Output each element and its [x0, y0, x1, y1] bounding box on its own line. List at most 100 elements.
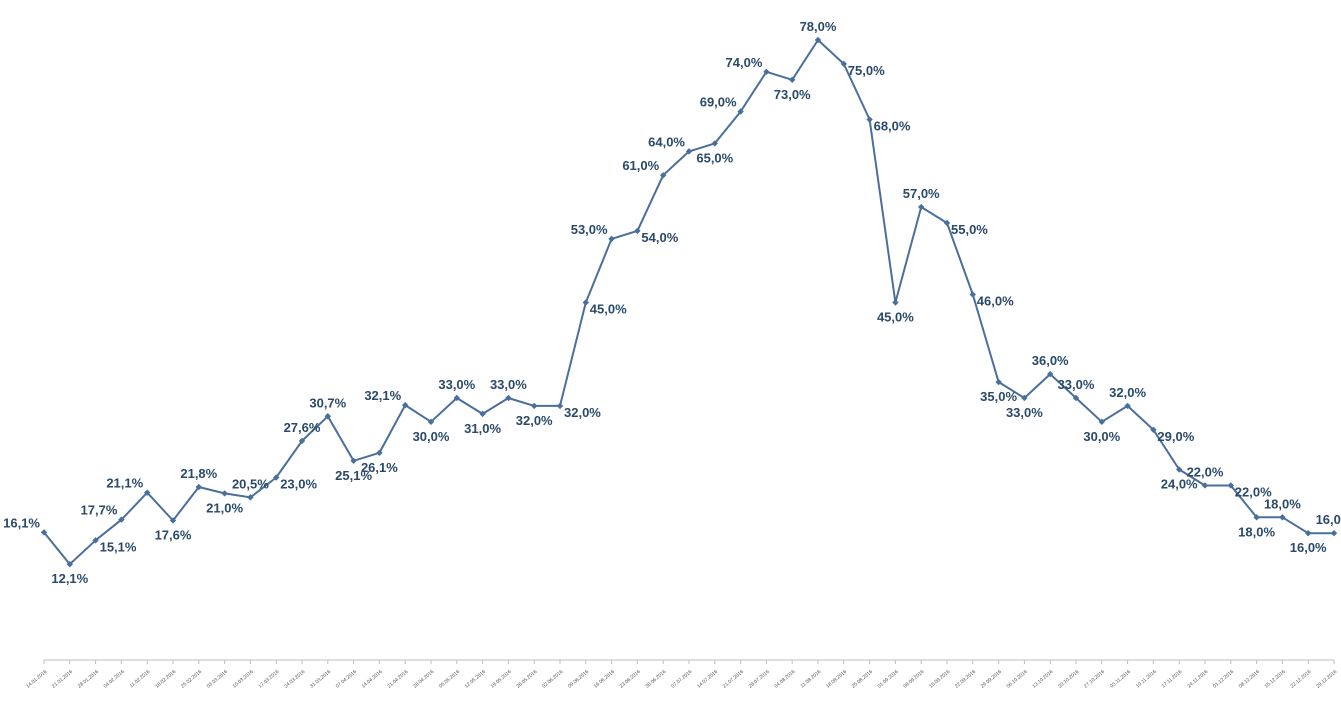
x-tick-label: 03.03.2016 — [206, 669, 229, 690]
data-label: 31,0% — [464, 421, 501, 436]
data-point — [1305, 529, 1312, 537]
x-tick-label: 21.01.2016 — [51, 669, 74, 690]
data-point — [1098, 418, 1105, 426]
data-point — [608, 235, 615, 243]
data-label: 20,5% — [232, 476, 269, 491]
data-point — [427, 418, 435, 426]
data-point — [221, 490, 228, 497]
x-tick-label: 17.11.2016 — [1161, 669, 1184, 690]
data-point — [479, 410, 486, 418]
data-label: 18,0% — [1238, 524, 1275, 539]
x-tick-label: 07.04.2016 — [335, 669, 358, 690]
data-point — [969, 291, 976, 298]
data-point — [1253, 514, 1260, 521]
data-label: 32,0% — [1109, 385, 1146, 400]
data-label: 30,7% — [309, 395, 346, 410]
data-label: 32,0% — [564, 405, 601, 420]
data-point — [273, 474, 280, 481]
data-label: 21,1% — [106, 476, 143, 491]
data-point — [402, 401, 409, 409]
x-tick-label: 11.02.2016 — [129, 669, 152, 690]
data-point — [892, 299, 899, 306]
data-point — [376, 449, 383, 457]
x-tick-label: 26.05.2016 — [515, 669, 538, 690]
data-label: 22,0% — [1235, 485, 1272, 500]
x-tick-label: 23.06.2016 — [619, 669, 642, 690]
x-tick-label: 10.03.2016 — [232, 669, 255, 690]
data-point — [144, 489, 151, 496]
x-tick-label: 22.09.2016 — [954, 669, 977, 690]
x-tick-labels: 14.01.2016 21.01.2016 28.01.2016 04.02.2016… — [25, 669, 1338, 690]
x-tick-label: 03.11.2016 — [1109, 669, 1132, 690]
x-tick-label: 05.05.2016 — [438, 669, 461, 690]
x-tick-label: 16.06.2016 — [593, 669, 616, 690]
data-label: 64,0% — [648, 134, 685, 149]
data-label: 24,0% — [1161, 477, 1198, 492]
data-label: 73,0% — [774, 87, 811, 102]
data-point — [1201, 482, 1209, 489]
x-tick-label: 21.04.2016 — [386, 669, 409, 690]
data-point — [92, 537, 99, 544]
x-tick-label: 28.04.2016 — [412, 669, 435, 690]
data-point — [1021, 394, 1028, 402]
data-label: 18,0% — [1264, 496, 1301, 511]
data-point — [1150, 426, 1157, 433]
data-label: 21,8% — [180, 466, 217, 481]
data-point — [840, 60, 847, 68]
data-label: 17,7% — [81, 503, 118, 518]
x-tick-label: 25.08.2016 — [851, 669, 874, 690]
data-point — [943, 219, 951, 227]
x-tick-label: 01.12.2016 — [1212, 669, 1235, 690]
data-label: 45,0% — [877, 310, 914, 325]
data-point — [789, 76, 796, 83]
data-point — [685, 148, 693, 155]
data-point — [118, 516, 125, 523]
data-label: 45,0% — [590, 302, 627, 317]
x-tick-label: 04.08.2016 — [773, 669, 796, 690]
data-label: 16,0% — [1290, 540, 1327, 555]
x-tick-label: 14.04.2016 — [361, 669, 384, 690]
data-label: 33,0% — [1006, 405, 1043, 420]
data-point — [1072, 394, 1080, 402]
data-point — [453, 394, 460, 402]
data-point — [918, 203, 925, 211]
data-point — [324, 413, 331, 420]
data-label: 30,0% — [1083, 429, 1120, 444]
x-tick-label: 30.06.2016 — [644, 669, 667, 690]
data-label: 16,0% — [1316, 512, 1341, 527]
data-label: 15,1% — [100, 539, 137, 554]
data-label: 57,0% — [903, 186, 940, 201]
x-tick-label: 01.09.2016 — [877, 669, 900, 690]
x-tick-label: 21.07.2016 — [722, 669, 745, 690]
x-axis — [43, 659, 1335, 664]
data-point — [660, 172, 667, 179]
data-label: 46,0% — [977, 294, 1014, 309]
x-tick-label: 12.05.2016 — [464, 669, 487, 690]
data-point — [505, 394, 512, 402]
x-tick-label: 19.05.2016 — [490, 669, 513, 690]
x-tick-label: 09.06.2016 — [567, 669, 590, 690]
x-tick-label: 28.01.2016 — [77, 669, 100, 690]
x-tick-label: 11.08.2016 — [800, 669, 823, 690]
x-tick-label: 06.10.2016 — [1006, 669, 1029, 690]
x-tick-label: 10.11.2016 — [1135, 669, 1158, 690]
data-point — [763, 68, 770, 76]
x-tick-label: 15.12.2016 — [1264, 669, 1287, 690]
data-label: 36,0% — [1032, 353, 1069, 368]
x-tick-label: 02.06.2016 — [541, 669, 564, 690]
data-label: 17,6% — [155, 528, 192, 543]
data-point — [66, 561, 73, 568]
data-point — [1124, 402, 1131, 410]
data-point — [40, 529, 48, 536]
data-label: 54,0% — [641, 230, 678, 245]
x-tick-label: 17.03.2016 — [257, 669, 280, 690]
x-tick-label: 18.08.2016 — [825, 669, 848, 690]
data-label: 75,0% — [848, 63, 885, 78]
data-point — [195, 483, 202, 491]
data-label: 69,0% — [700, 95, 737, 110]
data-point — [995, 378, 1002, 386]
x-tick-label: 18.02.2016 — [154, 669, 177, 690]
data-point — [814, 36, 822, 44]
data-label: 29,0% — [1157, 429, 1194, 444]
